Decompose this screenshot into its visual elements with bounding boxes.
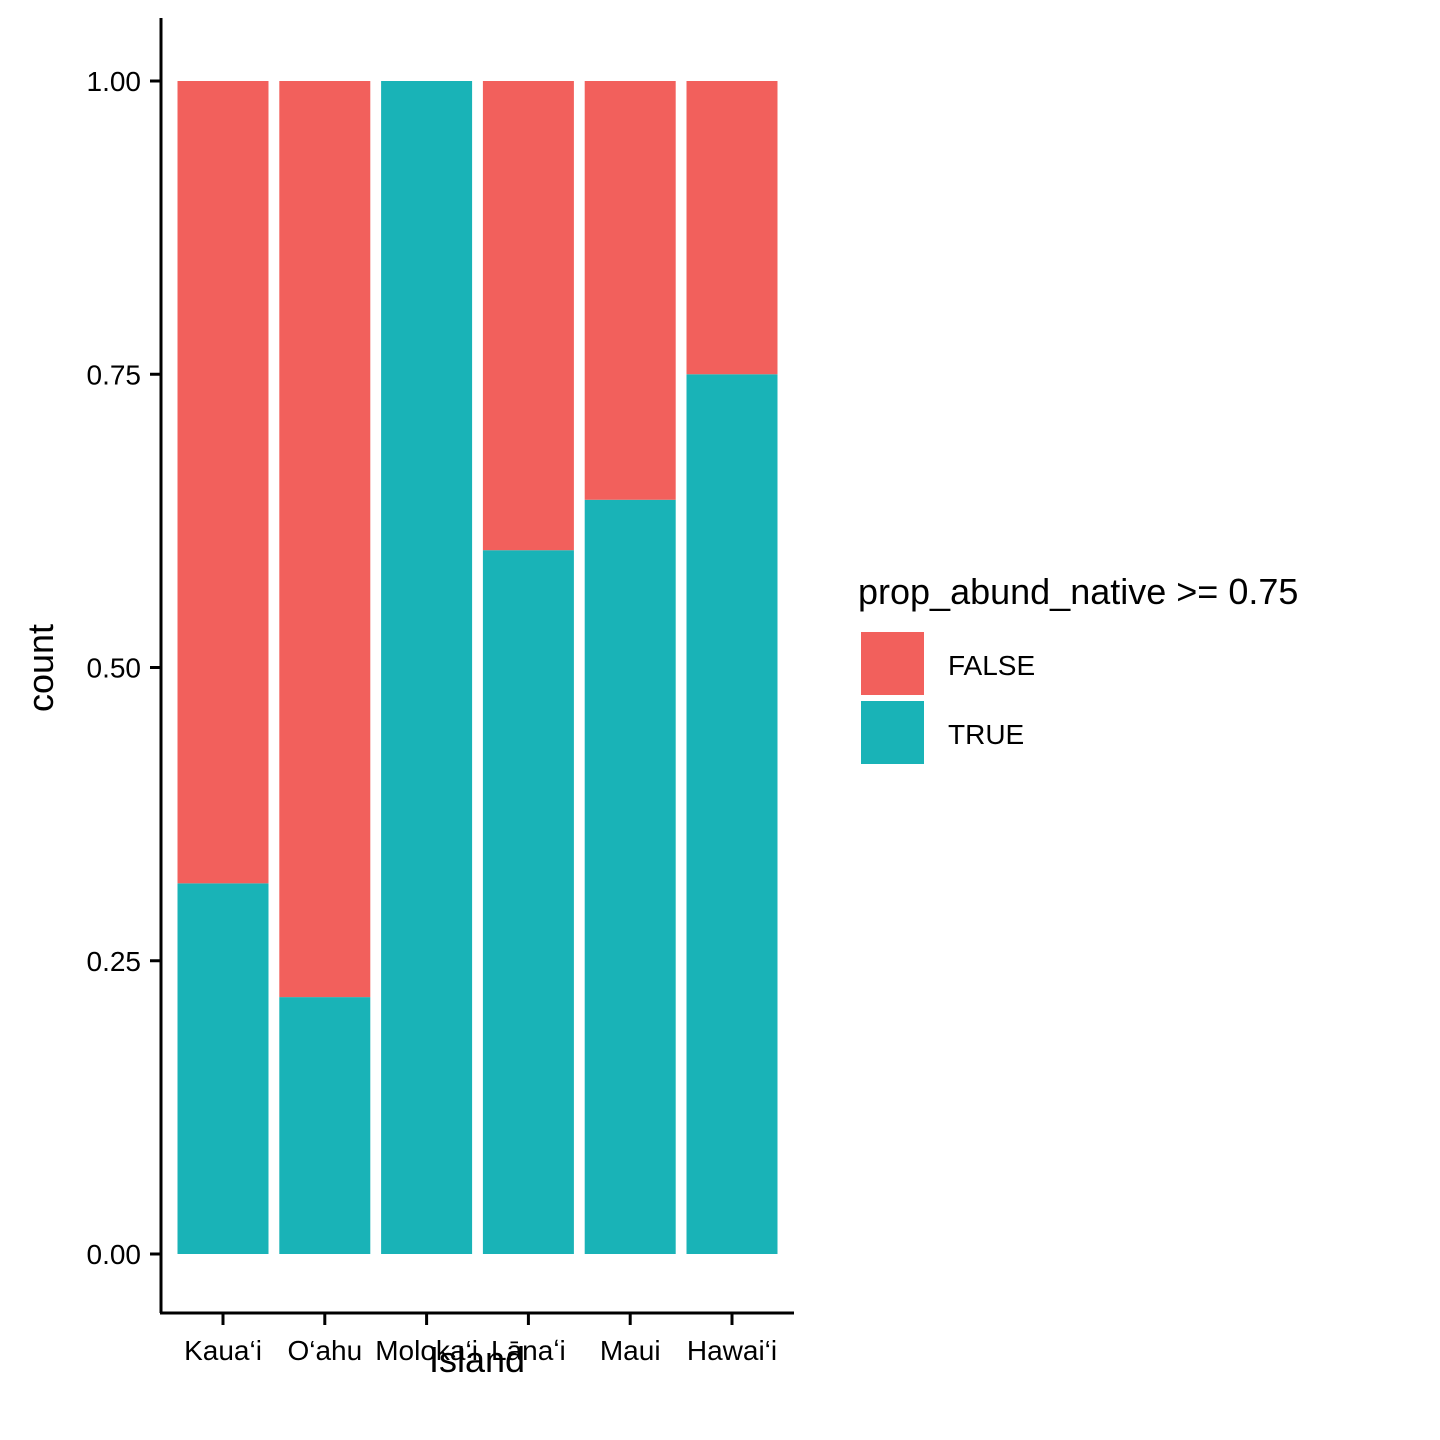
- legend: prop_abund_native >= 0.75 FALSE TRUE: [858, 571, 1298, 764]
- x-axis-title: Island: [429, 1339, 525, 1380]
- y-tick-label: 1.00: [87, 66, 142, 97]
- bar-true-5: [686, 374, 778, 1254]
- bar-false-3: [482, 81, 574, 551]
- x-tick-label: Moloka‘i: [375, 1335, 478, 1366]
- bar-false-1: [279, 81, 371, 998]
- legend-label-false: FALSE: [948, 650, 1035, 681]
- bar-false-4: [584, 81, 676, 500]
- x-tick-label: Kaua‘i: [184, 1335, 262, 1366]
- legend-title: prop_abund_native >= 0.75: [858, 571, 1298, 612]
- legend-key-true: [861, 701, 924, 764]
- x-tick-label: Hawai‘i: [687, 1335, 777, 1366]
- legend-key-false: [861, 632, 924, 695]
- x-tick-label: O‘ahu: [287, 1335, 362, 1366]
- bar-true-2: [381, 81, 473, 1254]
- y-tick-label: 0.00: [87, 1239, 142, 1270]
- x-tick-label: Lānaʻi: [491, 1335, 566, 1366]
- bar-true-4: [584, 499, 676, 1254]
- y-ticks-group: 0.00 0.25 0.50 0.75 1.00: [87, 66, 161, 1270]
- y-axis-title: count: [20, 624, 61, 712]
- y-tick-label: 0.75: [87, 359, 142, 390]
- bar-true-1: [279, 997, 371, 1254]
- bar-true-0: [177, 883, 269, 1254]
- bar-false-5: [686, 81, 778, 375]
- x-tick-label: Maui: [600, 1335, 661, 1366]
- legend-label-true: TRUE: [948, 719, 1024, 750]
- bars-group: [177, 81, 778, 1254]
- bar-true-3: [482, 550, 574, 1254]
- y-tick-label: 0.25: [87, 946, 142, 977]
- bar-false-0: [177, 81, 269, 884]
- x-ticks-group: Kaua‘i O‘ahu Moloka‘i Lānaʻi Maui Hawai‘i: [184, 1313, 777, 1366]
- y-tick-label: 0.50: [87, 653, 142, 684]
